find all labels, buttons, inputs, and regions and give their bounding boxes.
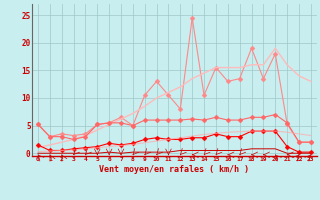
X-axis label: Vent moyen/en rafales ( km/h ): Vent moyen/en rafales ( km/h ) xyxy=(100,165,249,174)
